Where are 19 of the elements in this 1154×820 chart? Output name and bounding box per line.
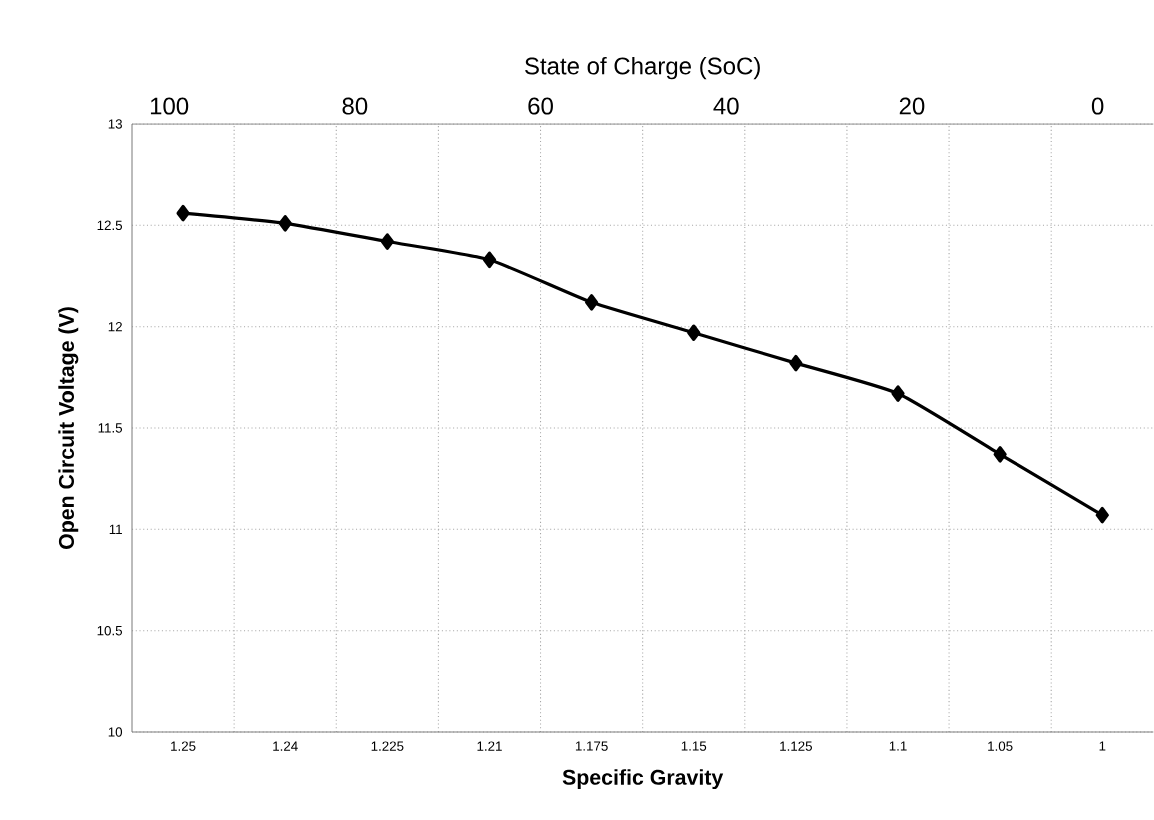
y-axis-title: Open Circuit Voltage (V) bbox=[58, 307, 79, 550]
point bbox=[993, 446, 1007, 463]
x2-tick-label: 40 bbox=[713, 97, 739, 115]
x2-tick-label: 80 bbox=[342, 97, 368, 115]
x2-tick-label: 0 bbox=[1091, 97, 1104, 115]
point bbox=[380, 233, 394, 250]
point bbox=[687, 324, 701, 342]
point bbox=[482, 251, 497, 269]
point bbox=[278, 215, 292, 232]
point bbox=[176, 204, 190, 222]
x2-tick-label: 60 bbox=[528, 97, 553, 115]
point bbox=[789, 354, 803, 372]
x-axis-title: Specific Gravity bbox=[562, 769, 724, 790]
x2-tick-label: 20 bbox=[899, 97, 925, 115]
point bbox=[891, 385, 905, 402]
point bbox=[1095, 506, 1109, 524]
x2-axis-title: State of Charge (SoC) bbox=[525, 56, 760, 80]
point bbox=[585, 294, 599, 311]
x2-tick-label: 100 bbox=[150, 97, 189, 115]
